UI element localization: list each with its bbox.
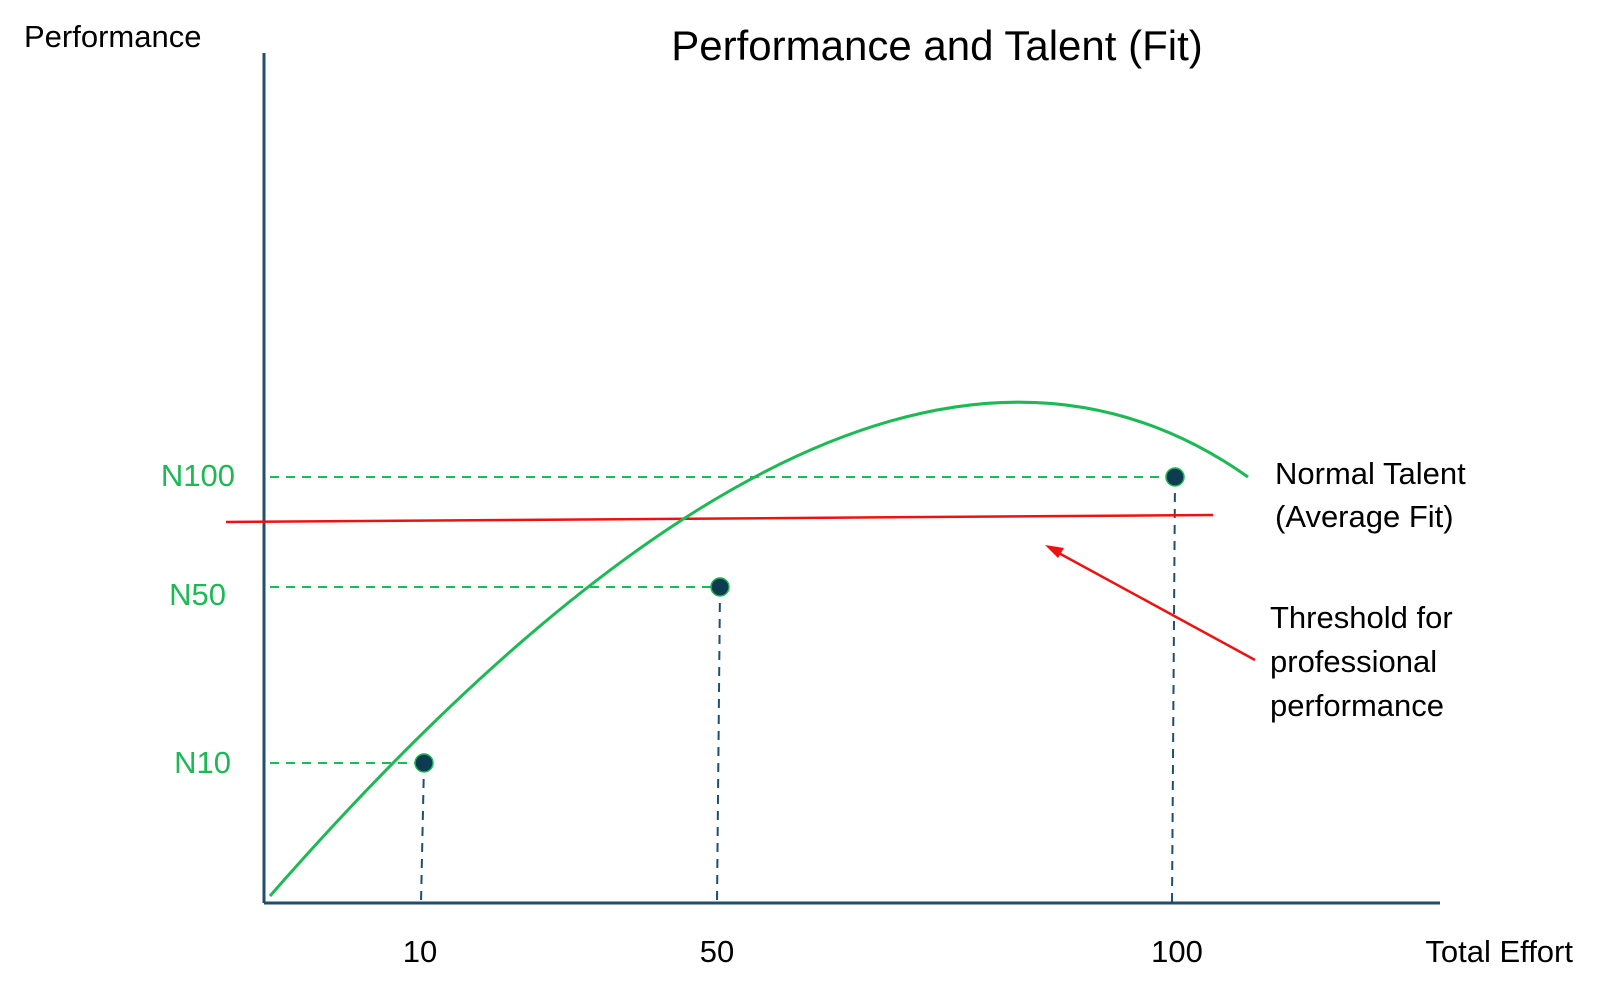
threshold-annotation-arrow: [1054, 549, 1256, 662]
data-point-10: [414, 753, 434, 773]
x-tick-label-50: 50: [700, 934, 734, 969]
chart-title: Performance and Talent (Fit): [671, 22, 1202, 69]
guide-line-vertical-100: [1171, 476, 1176, 904]
y-tick-label-n10: N10: [174, 745, 231, 780]
y-axis-label: Performance: [24, 19, 201, 54]
x-tick-label-10: 10: [403, 934, 437, 969]
threshold-annotation-arrowhead: [1045, 545, 1064, 558]
talent-curve: [268, 400, 1249, 897]
guide-lines: [270, 476, 1176, 904]
threshold-line: [225, 513, 1214, 524]
x-tick-label-100: 100: [1151, 934, 1203, 969]
x-axis-label: Total Effort: [1425, 934, 1573, 969]
data-point-100: [1165, 467, 1185, 487]
guide-line-vertical-10: [420, 762, 425, 904]
threshold-label: Threshold for professional performance: [1270, 600, 1453, 723]
guide-line-vertical-50: [716, 586, 721, 904]
data-point-50: [710, 577, 730, 597]
data-points: [414, 467, 1185, 773]
y-tick-label-n100: N100: [161, 458, 235, 493]
series-label: Normal Talent (Average Fit): [1275, 456, 1466, 534]
y-tick-label-n50: N50: [169, 577, 226, 612]
